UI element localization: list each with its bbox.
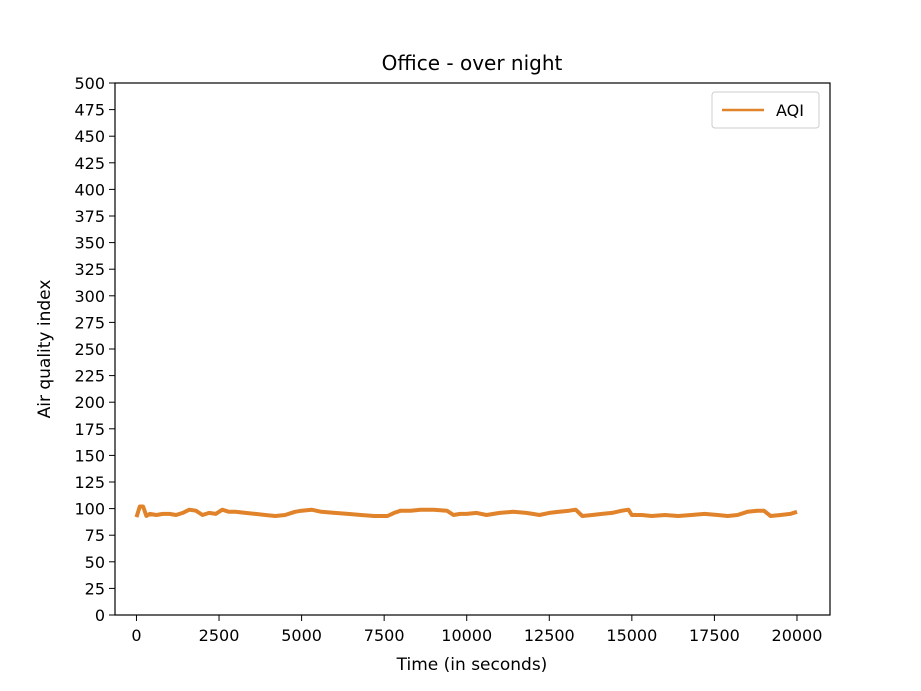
y-tick-label: 200 — [74, 393, 105, 412]
y-tick-label: 150 — [74, 446, 105, 465]
y-tick-label: 350 — [74, 234, 105, 253]
y-tick-label: 475 — [74, 101, 105, 120]
y-tick-label: 275 — [74, 313, 105, 332]
series-line-0 — [134, 504, 798, 518]
y-tick-label: 450 — [74, 127, 105, 146]
x-tick-label: 17500 — [689, 626, 740, 645]
y-tick-label: 250 — [74, 340, 105, 359]
y-axis-label: Air quality index — [35, 280, 55, 419]
y-tick-label: 100 — [74, 500, 105, 519]
series-layer — [134, 504, 798, 518]
chart-title: Office - over night — [382, 51, 563, 75]
x-axis-label: Time (in seconds) — [396, 655, 548, 675]
x-tick-label: 15000 — [606, 626, 657, 645]
x-tick-label: 10000 — [441, 626, 492, 645]
y-tick-label: 50 — [85, 553, 105, 572]
x-tick-label: 2500 — [199, 626, 240, 645]
y-tick-label: 25 — [85, 579, 105, 598]
y-tick-label: 375 — [74, 207, 105, 226]
legend-label: AQI — [776, 101, 804, 120]
y-tick-label: 300 — [74, 287, 105, 306]
y-tick-label: 75 — [85, 526, 105, 545]
x-tick-label: 7500 — [364, 626, 405, 645]
y-tick-label: 425 — [74, 154, 105, 173]
plot-frame — [114, 82, 831, 616]
y-axis-ticks: 0 25 50 75 100 125 150 175 200 225 250 275 300 325 350… — [74, 74, 115, 625]
y-tick-label: 325 — [74, 260, 105, 279]
x-tick-label: 20000 — [772, 626, 823, 645]
x-axis-ticks: 0 2500 5000 7500 10000 12500 15000 17500 20000 — [131, 615, 822, 645]
legend: AQI — [711, 91, 820, 129]
plot-area — [115, 83, 830, 615]
x-tick-label: 0 — [131, 626, 141, 645]
y-tick-label: 0 — [95, 606, 105, 625]
y-tick-label: 400 — [74, 180, 105, 199]
x-tick-label: 5000 — [281, 626, 322, 645]
legend-box — [711, 91, 820, 129]
x-tick-label: 12500 — [524, 626, 575, 645]
y-tick-label: 125 — [74, 473, 105, 492]
y-tick-label: 175 — [74, 420, 105, 439]
y-tick-label: 500 — [74, 74, 105, 93]
y-tick-label: 225 — [74, 367, 105, 386]
